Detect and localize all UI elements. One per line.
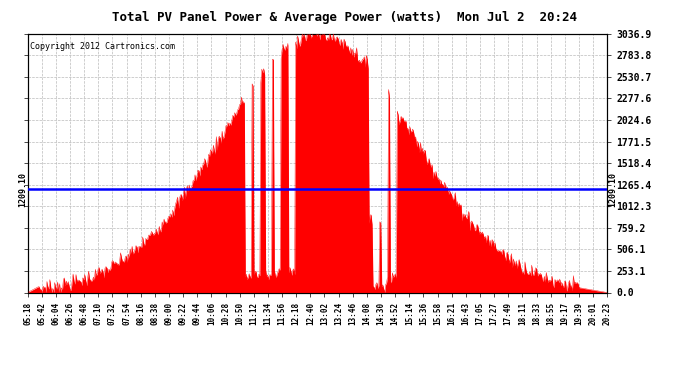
Text: Copyright 2012 Cartronics.com: Copyright 2012 Cartronics.com [30,42,175,51]
Text: 1209.10: 1209.10 [608,172,617,207]
Text: Total PV Panel Power & Average Power (watts)  Mon Jul 2  20:24: Total PV Panel Power & Average Power (wa… [112,11,578,24]
Text: 1209.10: 1209.10 [18,172,27,207]
